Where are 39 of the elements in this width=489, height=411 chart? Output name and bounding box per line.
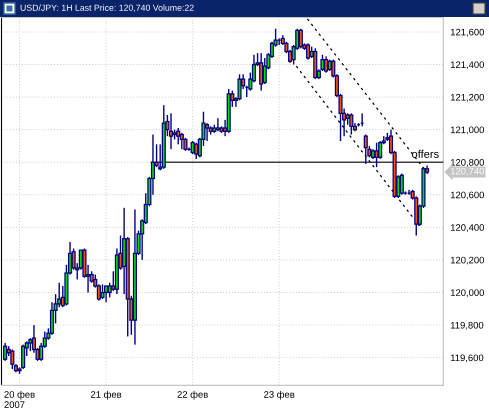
chart-title: USD/JPY: 1H Last Price: 120,740 Volume:22 — [20, 4, 194, 12]
candlestick — [349, 112, 354, 136]
candlestick — [3, 342, 8, 362]
y-tick-label: 121,000 — [450, 126, 484, 134]
candlestick — [262, 57, 267, 85]
x-tick-label: 21 фев — [90, 390, 122, 400]
x-tick-label: 23 фев — [264, 390, 294, 400]
candlestick — [400, 172, 404, 196]
candlestick — [216, 118, 220, 132]
candlestick — [205, 122, 210, 142]
x-tick-label: 20 фев 2007 — [4, 390, 35, 408]
candlestick — [346, 112, 350, 126]
y-tick-label: 120,600 — [450, 192, 484, 200]
y-tick-label: 121,400 — [450, 61, 484, 70]
candlestick — [194, 142, 198, 160]
candlestick — [28, 337, 32, 352]
candlestick — [306, 42, 310, 60]
candlestick — [180, 132, 184, 150]
y-tick-label: 120,200 — [450, 256, 484, 265]
candlestick — [168, 112, 174, 150]
y-tick-label: 121,200 — [450, 94, 484, 102]
y-tick-label: 121,600 — [450, 28, 484, 37]
y-tick-label: 120,000 — [450, 289, 484, 298]
candlestick — [21, 344, 26, 370]
series-label: offers — [412, 150, 439, 158]
candlestick — [364, 134, 368, 165]
candlestick — [10, 348, 14, 370]
y-tick-label: 119,600 — [450, 354, 484, 362]
text: 120,740 — [450, 168, 484, 176]
candlestick — [183, 137, 188, 152]
candlestick — [100, 284, 105, 300]
candlestick — [374, 142, 379, 168]
candlestick — [298, 28, 303, 49]
x-tick-label: 22 фев — [178, 390, 208, 400]
y-tick-label: 120,400 — [450, 224, 484, 232]
y-tick-label: 119,800 — [450, 322, 484, 330]
candlestick — [370, 148, 376, 160]
candlestick — [176, 127, 180, 146]
y-tick-label: 120,800 — [450, 159, 484, 167]
